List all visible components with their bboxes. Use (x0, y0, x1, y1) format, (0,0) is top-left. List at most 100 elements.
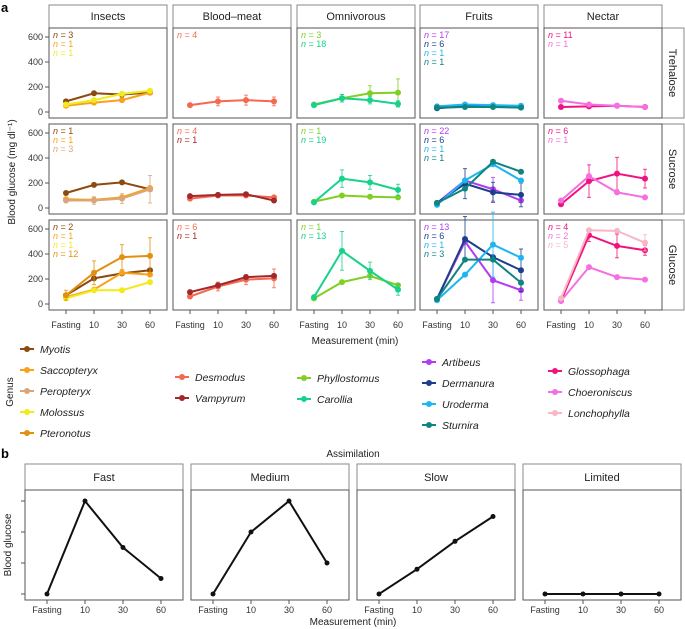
sample-size-label: n = 1 (53, 48, 73, 58)
data-point (215, 191, 221, 198)
facet-strip-label: Medium (250, 472, 289, 484)
data-point (147, 271, 153, 278)
x-tick-label: Fasting (51, 320, 81, 330)
data-point (518, 177, 524, 184)
series-peropteryx (63, 175, 153, 205)
series-choeroniscus (558, 173, 648, 204)
data-point (91, 181, 97, 188)
x-tick-label: Fasting (530, 605, 560, 615)
sample-size-label: n = 1 (177, 231, 197, 241)
x-tick-label: 60 (654, 605, 664, 615)
legend-item-lonchophylla: Lonchophylla (548, 408, 630, 420)
data-point (91, 269, 97, 276)
legend-label: Sturnira (442, 420, 479, 432)
x-tick-label: Fasting (546, 320, 576, 330)
legend-label: Carollia (317, 394, 353, 406)
series-sturnira (434, 104, 524, 111)
facet-strip (190, 463, 350, 491)
sample-size-label: n = 13 (301, 231, 326, 241)
data-point (642, 175, 648, 182)
series-line (436, 163, 522, 206)
series-line (560, 174, 646, 202)
data-point (243, 97, 249, 104)
x-tick-label: Fasting (299, 320, 329, 330)
facet-panel (296, 219, 416, 311)
data-point (339, 192, 345, 199)
x-tick-label: 10 (460, 320, 470, 330)
facet-panel (296, 123, 416, 215)
data-point (187, 293, 193, 300)
x-tick-label: 60 (145, 320, 155, 330)
sample-size-label: n = 1 (177, 135, 197, 145)
series-line (313, 97, 399, 107)
data-point (119, 179, 125, 186)
sample-size-label: n = 11 (548, 30, 573, 40)
data-point (642, 104, 648, 110)
data-point (490, 256, 496, 263)
data-point (580, 591, 586, 597)
legend-label: Uroderma (442, 399, 489, 411)
data-point (558, 295, 564, 302)
facet-strip-row-label: Trehalose (666, 49, 678, 98)
data-point (586, 227, 592, 234)
data-point (642, 276, 648, 283)
facet-panel (419, 27, 539, 119)
assimilation-panel-slow: Slow Fasting 10 30 60 (356, 463, 516, 615)
data-point (271, 197, 277, 204)
data-point (586, 173, 592, 180)
sample-size-label: n = 4 (177, 126, 197, 136)
facet-strip-label: Slow (424, 472, 448, 484)
facet-strip-label: Omnivorous (326, 11, 386, 23)
data-point (490, 189, 496, 196)
x-tick-label: 30 (117, 320, 127, 330)
data-point (376, 591, 382, 597)
legend-item-vampyrum: Vampyrum (175, 393, 246, 405)
legend-item-desmodus: Desmodus (175, 372, 246, 384)
legend-swatch-point (24, 346, 30, 352)
data-point (91, 90, 97, 97)
series-line (46, 499, 162, 595)
y-tick-label: 600 (28, 224, 43, 234)
facet-omnivorous-trehalose: n = 3n = 18 (301, 30, 401, 109)
panel-b-label: b (1, 446, 9, 461)
data-point (119, 195, 125, 202)
legend-swatch-point (24, 430, 30, 436)
facet-panel (356, 489, 516, 601)
x-tick-label: 60 (269, 320, 279, 330)
data-point (586, 101, 592, 108)
legend-item-artibeus: Artibeus (422, 357, 481, 369)
x-tick-label: 60 (322, 605, 332, 615)
data-point (91, 287, 97, 294)
series-line (436, 237, 522, 300)
x-tick-label: 60 (393, 320, 403, 330)
x-tick-label: 10 (584, 320, 594, 330)
series-line (189, 277, 275, 298)
facet-panel (190, 489, 350, 601)
legend-item-peropteryx: Peropteryx (20, 386, 92, 398)
sample-size-label: n = 1 (424, 153, 444, 163)
series-line (65, 91, 151, 107)
sample-size-label: n = 1 (53, 231, 73, 241)
data-point (490, 158, 496, 165)
legend-swatch-point (552, 368, 558, 374)
data-point (518, 191, 524, 198)
data-point (210, 591, 216, 597)
x-tick-label: 30 (612, 320, 622, 330)
sample-size-label: n = 22 (424, 126, 449, 136)
data-point (44, 591, 50, 597)
legend-swatch-point (426, 422, 432, 428)
legend-label: Glossophaga (568, 366, 630, 378)
legend-swatch-point (552, 389, 558, 395)
sample-size-label: n = 3 (301, 30, 321, 40)
assimilation-panel-medium: Medium Fasting 10 30 60 (190, 463, 350, 615)
data-point (339, 175, 345, 182)
assimilation-panel-fast: Fast Fasting 10 30 60 (24, 463, 184, 615)
data-point (339, 247, 345, 254)
data-point (311, 199, 317, 206)
facet-insects-glucose: n = 2n = 1n = 1n = 12 (53, 222, 153, 302)
panel-a-label: a (1, 0, 9, 15)
y-tick-label: 200 (28, 274, 43, 284)
legend-swatch-point (24, 367, 30, 373)
